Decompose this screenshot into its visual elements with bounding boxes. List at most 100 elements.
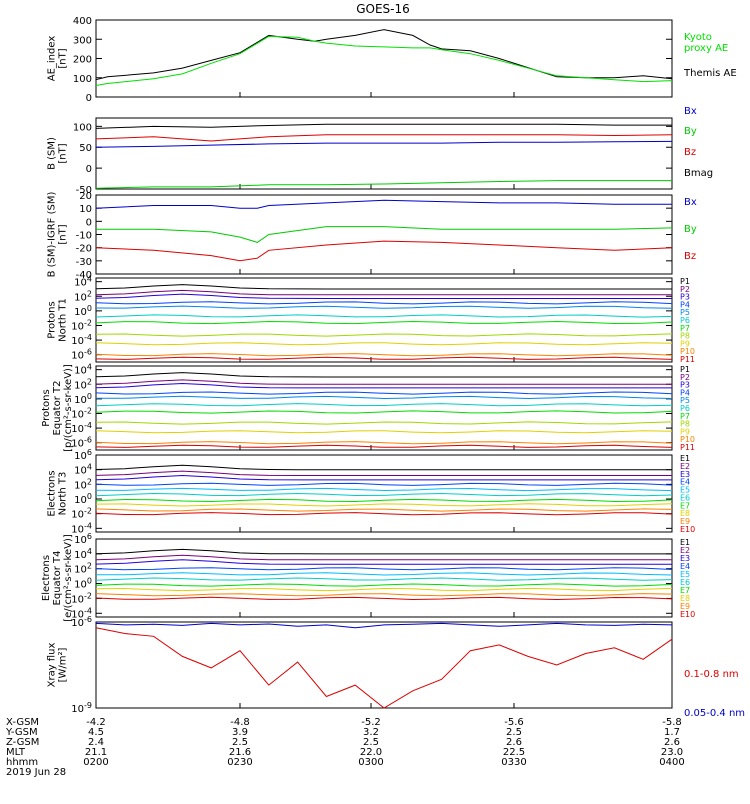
legend-label: Bz: [684, 147, 696, 158]
x-axis-row-label: Z-GSM: [6, 737, 39, 748]
y-tick-label: 10-6: [71, 615, 92, 629]
channel-label: E3: [680, 554, 690, 563]
channel-line: [95, 482, 673, 486]
channel-label: E5: [680, 486, 690, 495]
channel-line: [95, 289, 672, 296]
y-tick-label: -50: [76, 185, 92, 196]
y-tick-label: 10-4: [71, 421, 92, 435]
y-tick-label: 100: [74, 577, 92, 591]
channel-line: [95, 470, 672, 476]
y-tick-label: 0: [86, 93, 92, 104]
channel-label: E6: [680, 493, 690, 502]
y-axis-label: Protons: [41, 389, 52, 426]
y-tick-label: 104: [74, 547, 92, 561]
y-tick-label: 102: [74, 477, 92, 491]
channel-label: E4: [680, 562, 690, 571]
channel-line: [95, 333, 673, 337]
channel-line: [95, 356, 673, 360]
channel-label: E9: [680, 602, 690, 611]
x-axis-value: 21.6: [229, 747, 251, 758]
y-axis-label: Electrons: [41, 555, 52, 601]
series-line: [95, 140, 673, 148]
panel-ae: 0 100 200 300 400 AE_index [nT] Themis AE Kyotop…: [47, 16, 737, 104]
channel-line: [95, 444, 673, 448]
channel-label: P4: [680, 388, 690, 397]
x-axis-value: -5.6: [504, 717, 524, 728]
channel-label: E7: [680, 586, 690, 595]
channel-line: [96, 572, 673, 576]
channel-line: [95, 395, 673, 400]
y-tick-label: 10-6: [71, 348, 92, 362]
y-tick-label: 10-2: [71, 507, 92, 521]
channel-label: P11: [680, 355, 695, 364]
channel-label: P7: [680, 324, 690, 333]
channel-label: P1: [680, 365, 690, 374]
y-axis-label: North T3: [58, 472, 69, 516]
y-tick-label: 50: [79, 143, 92, 154]
channel-line: [95, 320, 673, 325]
y-axis-label: [p/(cm²-s-sr-keV)]: [63, 364, 74, 452]
x-axis-row-label: hhmm: [6, 757, 38, 768]
y-axis-label: Equator T4: [52, 551, 63, 606]
y-axis-label: Electrons: [47, 470, 58, 516]
channel-label: P1: [680, 277, 690, 286]
y-tick-label: 0: [86, 164, 92, 175]
channel-label: P6: [680, 316, 690, 325]
x-axis-value: 0400: [659, 757, 684, 768]
channel-label: P3: [680, 293, 690, 302]
x-axis-value: 4.5: [88, 727, 104, 738]
x-axis-table: X-GSM -4.2 -4.8 -5.2 -5.6 -5.8Y-GSM 4.5 3.9 3.2 2…: [5, 717, 685, 778]
channel-label: P5: [680, 308, 690, 317]
y-tick-label: -10: [76, 231, 92, 242]
channel-label: E4: [680, 478, 690, 487]
y-tick-label: 104: [74, 363, 92, 377]
channel-label: P6: [680, 404, 690, 413]
legend-label: Bz: [684, 251, 696, 262]
channel-line: [95, 403, 673, 407]
channel-label: P5: [680, 396, 690, 405]
x-axis-value: 2.5: [363, 737, 379, 748]
channel-line: [95, 441, 673, 445]
channel-line: [95, 583, 673, 587]
series-line: [95, 622, 673, 629]
channel-line: [95, 487, 673, 492]
channel-label: E6: [680, 578, 690, 587]
channel-label: P3: [680, 381, 690, 390]
channel-label: E7: [680, 501, 690, 510]
legend-label: 0.1-0.8 nm: [684, 669, 739, 680]
legend-label: Kyoto: [684, 32, 712, 43]
y-axis-label: Protons: [47, 301, 58, 338]
y-tick-label: 10-2: [71, 318, 92, 332]
x-axis-value: -4.8: [230, 717, 250, 728]
channel-line: [95, 577, 673, 581]
series-line: [95, 627, 673, 709]
panel-frame: [95, 454, 673, 533]
channel-line: [95, 342, 673, 346]
y-axis-label: [W/m²]: [58, 647, 69, 682]
x-axis-value: -4.2: [86, 717, 106, 728]
legend-label: Bx: [684, 106, 697, 117]
y-tick-label: -30: [76, 257, 92, 268]
x-axis-value: 2.5: [506, 727, 522, 738]
channel-label: E10: [680, 610, 695, 619]
x-axis-value: 2.6: [506, 737, 522, 748]
y-axis-label: North T1: [58, 298, 69, 342]
channel-label: E2: [680, 546, 690, 555]
x-axis-value: 0200: [83, 757, 108, 768]
y-tick-label: 10: [79, 204, 92, 215]
y-tick-label: 104: [74, 275, 92, 289]
channel-line: [95, 498, 673, 503]
chart-title: GOES-16: [356, 2, 410, 16]
channel-line: [95, 382, 672, 389]
panel-frame: [95, 117, 673, 190]
channel-line: [95, 508, 673, 512]
x-axis-value: 23.0: [661, 747, 683, 758]
y-tick-label: 10-9: [71, 701, 92, 715]
legend-label: proxy AE: [684, 43, 728, 54]
y-tick-label: 200: [73, 55, 92, 66]
series-line: [95, 240, 673, 262]
channel-label: E8: [680, 594, 690, 603]
y-tick-label: 100: [73, 122, 92, 133]
channel-line: [95, 554, 672, 561]
